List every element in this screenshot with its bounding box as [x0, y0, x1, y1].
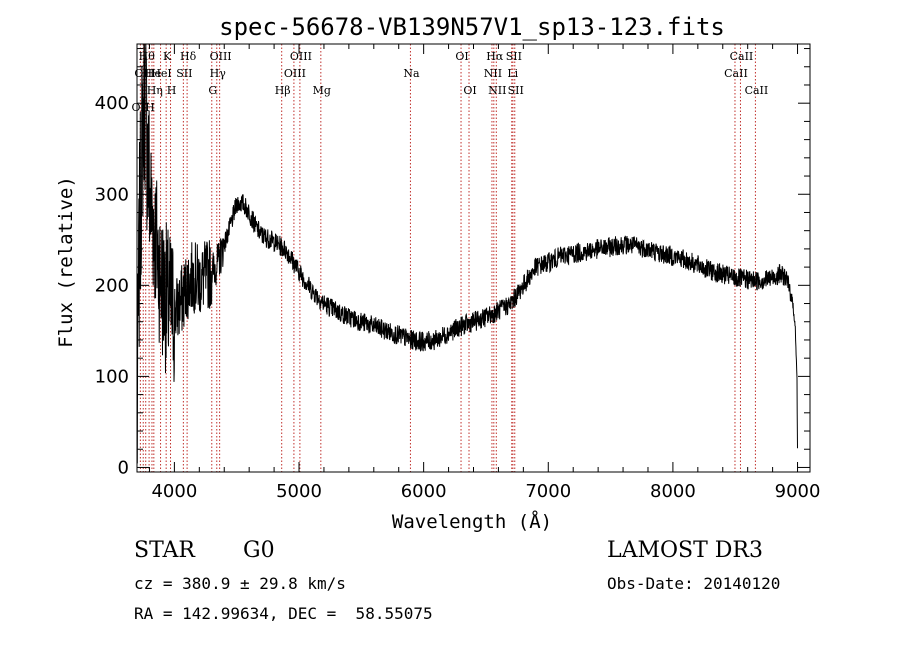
line-label-23: NII: [488, 84, 506, 97]
ra-dec: RA = 142.99634, DEC = 58.55075: [134, 604, 433, 623]
x-tick-label-1: 5000: [276, 481, 322, 502]
x-tick-label-2: 6000: [401, 481, 447, 502]
line-label-2: Hθ: [139, 50, 156, 63]
line-label-15: OIII: [284, 67, 306, 80]
line-label-17: Mg: [313, 84, 331, 97]
x-tick-label-3: 7000: [525, 481, 571, 502]
y-tick-label-0: 0: [118, 457, 129, 478]
line-label-5: Hη: [147, 84, 163, 97]
line-label-25: SII: [506, 50, 522, 63]
y-tick-label-4: 400: [95, 93, 129, 114]
y-tick-label-2: 200: [95, 275, 129, 296]
line-label-7: K: [163, 50, 172, 63]
redshift-velocity: cz = 380.9 ± 29.8 km/s: [134, 574, 346, 593]
plot-frame: [136, 43, 811, 473]
line-label-4: He: [145, 67, 161, 80]
y-tick-label-3: 300: [95, 184, 129, 205]
line-label-11: G: [208, 84, 217, 97]
x-tick-labels: 4000 5000 6000 7000 8000 9000: [151, 481, 820, 502]
line-label-26: SII: [508, 84, 524, 97]
line-label-1: OII: [134, 67, 152, 80]
line-label-27: CaII: [724, 67, 748, 80]
object-subclass: G0: [243, 538, 275, 563]
line-label-13: OIII: [210, 50, 232, 63]
line-label-28: CaII: [730, 50, 754, 63]
x-tick-label-5: 9000: [775, 481, 821, 502]
line-label-10: Hδ: [180, 50, 197, 63]
object-class: STAR: [134, 538, 195, 563]
line-label-21: NII: [484, 67, 502, 80]
chart-title: spec-56678-VB139N57V1_sp13-123.fits: [219, 13, 725, 41]
survey-name: LAMOST DR3: [607, 538, 763, 563]
line-label-3: H: [145, 101, 155, 114]
x-axis-label: Wavelength (Å): [392, 510, 552, 533]
line-label-24: Li: [507, 67, 518, 80]
y-tick-label-1: 100: [95, 366, 129, 387]
line-label-12: Hγ: [210, 67, 227, 80]
line-label-14: Hβ: [275, 84, 291, 97]
line-label-8: H: [167, 84, 177, 97]
line-label-29: CaII: [745, 84, 769, 97]
observation-date: Obs-Date: 20140120: [607, 574, 781, 593]
line-label-18: Na: [403, 67, 420, 80]
y-axis-label: Flux (relative): [55, 176, 77, 348]
line-label-20: OI: [463, 84, 476, 97]
axis-ticks: [137, 44, 810, 472]
y-tick-labels: 0 100 200 300 400: [95, 93, 129, 478]
x-tick-label-0: 4000: [151, 481, 197, 502]
spectral-line-labels: OIIOIIHθHHeHηHeIKHSIIHδGHγOIIIHβOIIIOIII…: [132, 50, 769, 114]
spectrum-line: [136, 43, 798, 464]
x-tick-label-4: 8000: [650, 481, 696, 502]
line-label-16: OIII: [290, 50, 312, 63]
line-label-9: SII: [176, 67, 192, 80]
line-label-6: HeI: [151, 67, 171, 80]
line-label-22: Hα: [486, 50, 504, 63]
line-label-19: OI: [455, 50, 468, 63]
